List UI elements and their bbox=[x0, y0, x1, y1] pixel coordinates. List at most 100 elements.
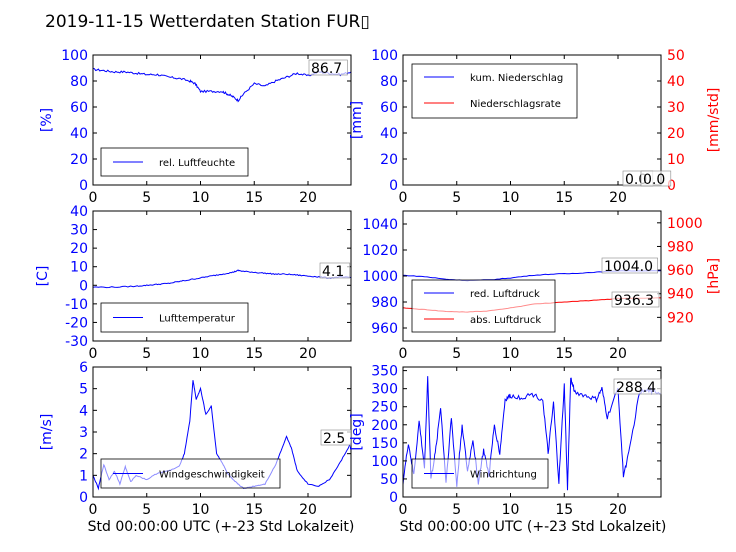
x-tick-label-temperature: 15 bbox=[245, 346, 263, 362]
x-tick-label-precip: 15 bbox=[555, 190, 573, 206]
legend-label-temperature-0: Lufttemperatur bbox=[159, 314, 236, 325]
y-tick-label-temperature: 40 bbox=[70, 204, 88, 220]
y-tick-label-winddir: 350 bbox=[371, 364, 398, 380]
x-tick-label-temperature: 0 bbox=[89, 346, 98, 362]
y-axis-label-precip: [mm] bbox=[349, 101, 365, 139]
y-tick-label-humidity: 80 bbox=[70, 74, 88, 90]
legend-label-pressure-1: abs. Luftdruck bbox=[470, 315, 541, 326]
x-tick-label-winddir: 20 bbox=[609, 502, 627, 518]
y-axis-label-right-pressure: [hPa] bbox=[706, 258, 722, 294]
y-tick-label-winddir: 150 bbox=[371, 436, 398, 452]
value-annotation-box-winddir bbox=[613, 378, 662, 395]
value-annotation-box-pressure bbox=[601, 257, 658, 274]
y-tick-label-humidity: 40 bbox=[70, 126, 88, 142]
y-tick-label-winddir: 100 bbox=[371, 454, 398, 470]
x-tick-label-windspeed: 20 bbox=[299, 502, 317, 518]
legend-label-precip-1: Niederschlagsrate bbox=[470, 99, 561, 110]
plot-frame-temperature bbox=[92, 210, 352, 342]
y-tick-label-windspeed: 4 bbox=[79, 403, 88, 419]
y-tick-label-winddir: 50 bbox=[380, 472, 398, 488]
x-tick-label-humidity: 10 bbox=[192, 190, 210, 206]
y-axis-label-winddir: [deg] bbox=[349, 413, 365, 450]
y-tick-label-winddir: 200 bbox=[371, 418, 398, 434]
y-tick-label-precip: 60 bbox=[380, 100, 398, 116]
x-tick-label-precip: 0 bbox=[399, 190, 408, 206]
x-tick-label-pressure: 0 bbox=[399, 346, 408, 362]
x-tick-label-windspeed: 10 bbox=[192, 502, 210, 518]
y-axis-label-right-precip: [mm/std] bbox=[706, 88, 722, 153]
x-tick-label-winddir: 15 bbox=[555, 502, 573, 518]
y-tick-label-temperature: -10 bbox=[65, 297, 88, 313]
x-tick-label-winddir: 0 bbox=[399, 502, 408, 518]
y-tick-label-windspeed: 2 bbox=[79, 447, 88, 463]
legend-pressure: red. Luftdruck abs. Luftdruck bbox=[411, 279, 556, 333]
x-tick-label-winddir: 5 bbox=[452, 502, 461, 518]
y-tick-label-right-precip: 20 bbox=[667, 126, 685, 142]
y-tick-label-right-precip: 50 bbox=[667, 48, 685, 64]
y-tick-label-precip: 80 bbox=[380, 74, 398, 90]
y-tick-label-pressure: 980 bbox=[371, 295, 398, 311]
x-tick-label-humidity: 20 bbox=[299, 190, 317, 206]
x-tick-label-temperature: 10 bbox=[192, 346, 210, 362]
x-tick-label-precip: 5 bbox=[452, 190, 461, 206]
y-tick-label-right-precip: 30 bbox=[667, 100, 685, 116]
y-tick-label-windspeed: 3 bbox=[79, 425, 88, 441]
legend-label-winddir-0: Windrichtung bbox=[470, 470, 537, 481]
x-tick-label-windspeed: 15 bbox=[245, 502, 263, 518]
plot-frame-humidity bbox=[92, 54, 352, 186]
y-tick-label-pressure: 960 bbox=[371, 321, 398, 337]
x-tick-label-temperature: 20 bbox=[299, 346, 317, 362]
value-annotation-box-humidity bbox=[308, 59, 348, 76]
y-tick-label-precip: 100 bbox=[371, 48, 398, 64]
x-tick-label-pressure: 15 bbox=[555, 346, 573, 362]
y-tick-label-right-precip: 10 bbox=[667, 152, 685, 168]
plot-frame-precip bbox=[402, 54, 662, 186]
y-axis-label-windspeed: [m/s] bbox=[39, 414, 55, 451]
series-line-humidity-0 bbox=[93, 68, 351, 103]
y-tick-label-precip: 20 bbox=[380, 152, 398, 168]
series-line-winddir-0 bbox=[403, 376, 661, 491]
y-tick-label-temperature: 0 bbox=[79, 278, 88, 294]
plot-frame-winddir bbox=[402, 366, 662, 498]
value-annotation-humidity: 86.7 bbox=[311, 61, 342, 77]
y-tick-label-winddir: 0 bbox=[389, 490, 398, 506]
x-tick-label-humidity: 0 bbox=[89, 190, 98, 206]
legend-humidity: rel. Luftfeuchte bbox=[100, 147, 249, 177]
x-axis-label-right: Std 00:00:00 UTC (+-23 Std Lokalzeit) bbox=[400, 519, 667, 535]
figure-title: 2019-11-15 Wetterdaten Station FUR▯ bbox=[45, 12, 370, 32]
x-tick-label-windspeed: 5 bbox=[142, 502, 151, 518]
x-tick-label-humidity: 15 bbox=[245, 190, 263, 206]
y-tick-label-windspeed: 0 bbox=[79, 490, 88, 506]
x-tick-label-humidity: 5 bbox=[142, 190, 151, 206]
y-tick-label-pressure: 1020 bbox=[362, 243, 398, 259]
value-annotation-box-windspeed bbox=[320, 429, 352, 446]
value-annotation-pressure: 1004.0 bbox=[604, 259, 653, 275]
x-tick-label-precip: 20 bbox=[609, 190, 627, 206]
y-tick-label-winddir: 250 bbox=[371, 400, 398, 416]
legend-temperature: Lufttemperatur bbox=[100, 302, 249, 333]
legend-label-pressure-0: red. Luftdruck bbox=[470, 289, 540, 300]
y-tick-label-precip: 0 bbox=[389, 178, 398, 194]
y-tick-label-pressure: 1000 bbox=[362, 269, 398, 285]
y-tick-label-winddir: 300 bbox=[371, 382, 398, 398]
panel-precip: 0 5 10 15 20 0 20 40 60 80 100 0 10 20 30 40 50 [mm] [mm/s… bbox=[349, 48, 722, 206]
value-annotation-winddir: 288.4 bbox=[616, 380, 656, 396]
legend-box-precip bbox=[411, 63, 578, 119]
y-tick-label-right-pressure: 1000 bbox=[667, 216, 703, 232]
y-tick-label-temperature: -30 bbox=[65, 334, 88, 350]
panel-pressure: 0 5 10 15 20 960 980 1000 1020 1040 920 940 960 980 10… bbox=[362, 210, 722, 362]
y-tick-label-right-precip: 40 bbox=[667, 74, 685, 90]
y-axis-label-temperature: [C] bbox=[35, 266, 51, 287]
x-tick-label-pressure: 5 bbox=[452, 346, 461, 362]
y-tick-label-right-precip: 0 bbox=[667, 178, 676, 194]
legend-precip: kum. Niederschlag Niederschlagsrate bbox=[411, 63, 578, 119]
y-axis-label-humidity: [%] bbox=[39, 108, 55, 132]
y-tick-label-windspeed: 1 bbox=[79, 468, 88, 484]
y-tick-label-right-pressure: 940 bbox=[667, 287, 694, 303]
y-tick-label-pressure: 1040 bbox=[362, 217, 398, 233]
x-tick-label-temperature: 5 bbox=[142, 346, 151, 362]
x-tick-label-pressure: 20 bbox=[609, 346, 627, 362]
legend-label-precip-0: kum. Niederschlag bbox=[470, 73, 563, 84]
x-tick-label-winddir: 10 bbox=[502, 502, 520, 518]
